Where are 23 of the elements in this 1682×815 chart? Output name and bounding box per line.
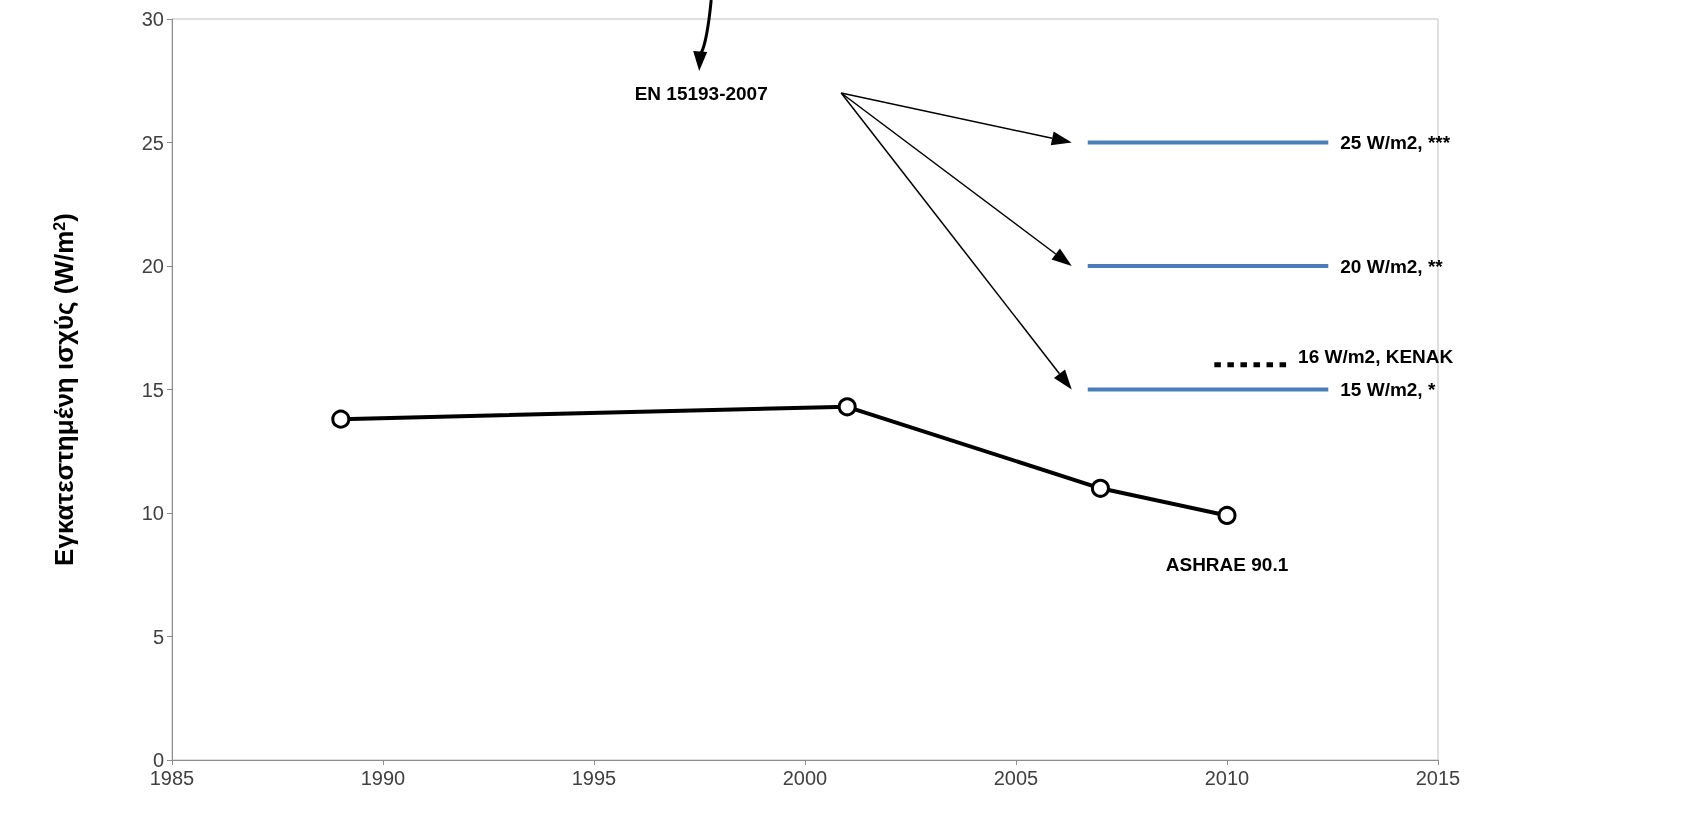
y-tick-label: 20 [141, 255, 164, 277]
y-tick-label: 30 [141, 8, 164, 30]
x-tick-label: 2010 [1204, 767, 1250, 789]
x-tick-label: 1990 [360, 767, 406, 789]
series-label: 16 W/m2, KENAK [1298, 346, 1454, 368]
y-tick-label: 5 [152, 625, 164, 648]
point [837, 397, 857, 417]
point [331, 409, 351, 429]
point [1217, 505, 1237, 525]
y-tick-label: 25 [141, 131, 164, 154]
series-label: 15 W/m2, * [1340, 379, 1436, 400]
y-axis-title: Εγκατεστημένη ισχύς (W/m2) [49, 213, 79, 566]
point [1090, 478, 1110, 498]
x-tick-label: 2000 [782, 767, 828, 789]
annotation: EN 15193-2007 [634, 82, 768, 104]
x-tick-label: 2005 [993, 767, 1039, 789]
text: ASHRAE 90.1 [1165, 553, 1289, 575]
series-label: 25 W/m2, *** [1340, 132, 1451, 153]
y-tick-label: 10 [141, 502, 164, 524]
x-tick-label: 1995 [571, 767, 617, 789]
series-label: 20 W/m2, ** [1340, 255, 1444, 277]
x-tick-label: 2015 [1415, 767, 1461, 789]
y-tick-label: 15 [141, 378, 164, 401]
